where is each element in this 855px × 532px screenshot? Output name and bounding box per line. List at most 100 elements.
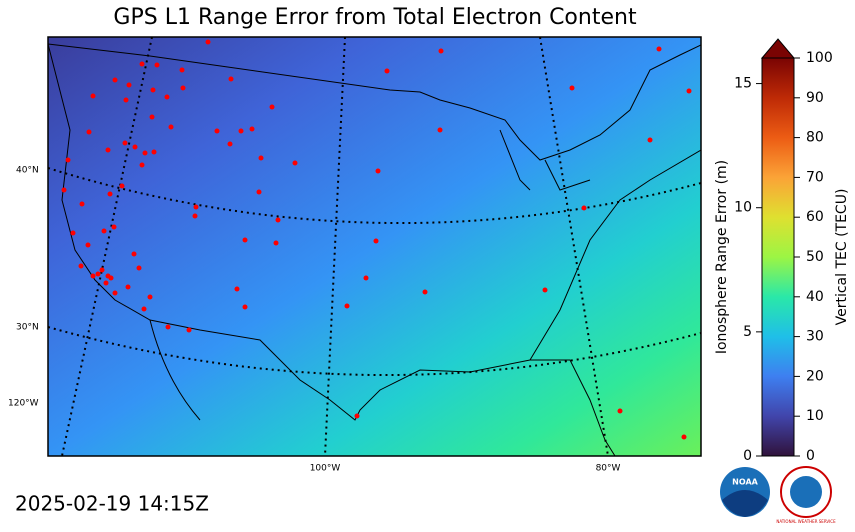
station	[103, 280, 109, 286]
station	[205, 39, 211, 45]
right-tick-label: 10	[806, 408, 824, 424]
station	[147, 294, 153, 300]
noaa-logo: NOAA	[720, 467, 770, 517]
right-tick-label: 90	[806, 90, 824, 106]
station	[354, 413, 360, 419]
right-tick-label: 50	[806, 249, 824, 265]
station	[275, 217, 281, 223]
station	[228, 76, 234, 82]
right-tick-label: 60	[806, 209, 824, 225]
station	[112, 77, 118, 83]
station	[141, 306, 147, 312]
map-frame	[47, 36, 702, 457]
station	[242, 237, 248, 243]
station	[168, 124, 174, 130]
colorbar-extend	[760, 38, 796, 59]
station	[686, 88, 692, 94]
station	[95, 271, 101, 277]
station	[150, 87, 156, 93]
station	[292, 160, 298, 166]
graticule-labels: 40°N 30°N 120°W 100°W 80°W	[8, 166, 621, 474]
station	[193, 204, 199, 210]
stations	[61, 39, 692, 440]
right-tick-label: 20	[806, 368, 824, 384]
great-lakes	[499, 129, 591, 191]
left-label: Ionosphere Range Error (m)	[714, 160, 730, 354]
lat-label: 30°N	[16, 323, 39, 333]
station	[581, 205, 587, 211]
timestamp: 2025-02-19 14:15Z	[15, 492, 209, 516]
station	[85, 242, 91, 248]
station	[90, 273, 96, 279]
nws-text: NATIONAL WEATHER SERVICE	[776, 519, 836, 524]
left-tick-label: 15	[734, 76, 752, 92]
right-tick-label: 80	[806, 130, 824, 146]
station	[227, 141, 233, 147]
station	[111, 224, 117, 230]
station	[422, 289, 428, 295]
station	[363, 275, 369, 281]
station	[249, 126, 255, 132]
right-tick-label: 0	[806, 448, 815, 464]
station	[164, 94, 170, 100]
map	[48, 37, 701, 456]
station	[149, 114, 155, 120]
station	[122, 140, 128, 146]
station	[656, 46, 662, 52]
station	[437, 127, 443, 133]
station	[70, 230, 76, 236]
station	[234, 286, 240, 292]
station	[123, 97, 129, 103]
graticule	[48, 37, 701, 456]
coastline	[149, 319, 201, 421]
station	[108, 275, 114, 281]
station	[107, 191, 113, 197]
station	[214, 128, 220, 134]
station	[131, 251, 137, 257]
station	[242, 304, 248, 310]
station	[99, 267, 105, 273]
station	[139, 61, 145, 67]
noaa-text: NOAA	[732, 478, 758, 487]
station	[256, 189, 262, 195]
title: GPS L1 Range Error from Total Electron C…	[113, 5, 637, 30]
station	[186, 327, 192, 333]
right-label: Vertical TEC (TECU)	[834, 189, 850, 326]
station	[384, 68, 390, 74]
station	[105, 147, 111, 153]
lon-label: 80°W	[596, 464, 621, 474]
station	[344, 303, 350, 309]
right-tick-label: 30	[806, 329, 824, 345]
station	[179, 67, 185, 73]
station	[112, 290, 118, 296]
lon-label: 100°W	[310, 464, 341, 474]
station	[142, 150, 148, 156]
station	[151, 149, 157, 155]
station	[126, 82, 132, 88]
station	[617, 408, 623, 414]
station	[154, 62, 160, 68]
station	[132, 144, 138, 150]
station	[165, 324, 171, 330]
lon-label: 120°W	[8, 399, 39, 409]
station	[86, 129, 92, 135]
station	[78, 263, 84, 269]
right-tick-label: 100	[806, 50, 833, 66]
station	[375, 168, 381, 174]
station	[125, 284, 131, 290]
station	[681, 434, 687, 440]
station	[119, 183, 125, 189]
station	[136, 265, 142, 271]
nws-logo: NATIONAL WEATHER SERVICE	[776, 466, 836, 524]
station	[180, 85, 186, 91]
lat-label: 40°N	[16, 166, 39, 176]
station	[90, 93, 96, 99]
station	[647, 137, 653, 143]
station	[273, 240, 279, 246]
right-tick-label: 70	[806, 169, 824, 185]
border	[48, 43, 701, 161]
station	[238, 128, 244, 134]
colorbar: Ionosphere Range Error (m) Vertical TEC …	[714, 38, 850, 464]
station	[101, 228, 107, 234]
